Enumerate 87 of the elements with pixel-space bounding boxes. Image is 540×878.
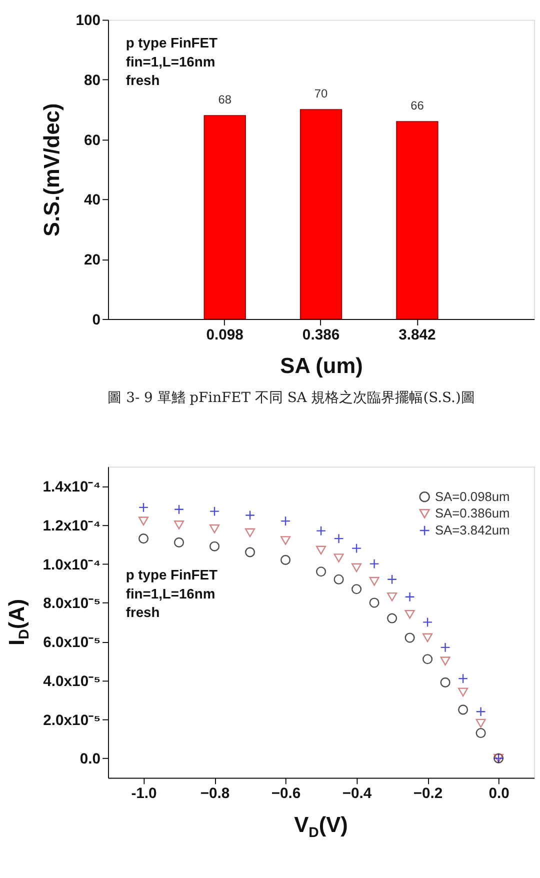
annotation: fresh — [126, 72, 160, 88]
point — [174, 537, 184, 548]
point — [280, 554, 291, 565]
legend-label: SA=0.098um — [434, 488, 510, 504]
x-tick-label: -1.0 — [131, 786, 157, 802]
point — [138, 502, 149, 512]
y-tick-label: 20 — [84, 252, 101, 269]
y-tick-label: 1.0x10⁻⁴ — [42, 557, 101, 574]
x-tick-label: −0.4 — [342, 786, 372, 802]
y-tick-label: 2.0x10⁻⁵ — [43, 712, 101, 729]
point — [352, 543, 362, 554]
point — [244, 510, 256, 520]
point — [138, 534, 149, 544]
y-tick-label: 0.0 — [80, 752, 101, 768]
data-label: 66 — [410, 98, 424, 113]
annotation: fresh — [126, 604, 160, 620]
point — [440, 642, 450, 652]
x-axis-title: SA (um) — [280, 352, 363, 378]
bar — [204, 115, 246, 320]
annotation: fin=1,L=16nm — [126, 585, 216, 602]
y-tick-label: 100 — [76, 13, 101, 30]
point — [138, 516, 149, 526]
point — [369, 558, 380, 569]
point — [174, 520, 184, 530]
annotation: p type FinFET — [126, 566, 218, 583]
annotation: p type FinFET — [126, 34, 218, 50]
point — [316, 566, 326, 577]
point — [280, 516, 291, 526]
legend-label: SA=3.842um — [434, 522, 510, 538]
x-tick-label: 0.386 — [302, 327, 340, 344]
point — [244, 547, 256, 558]
point — [440, 677, 450, 688]
point — [476, 728, 486, 738]
point — [209, 524, 220, 534]
point — [458, 704, 468, 715]
point — [440, 656, 450, 666]
point — [316, 526, 326, 536]
x-tick-label: 0.098 — [206, 327, 244, 344]
point — [476, 706, 486, 717]
point — [316, 546, 326, 555]
point — [334, 534, 344, 544]
point — [422, 633, 433, 642]
y-tick-label: 0 — [92, 312, 101, 328]
x-tick-label: −0.6 — [271, 786, 301, 802]
point — [387, 574, 398, 584]
point — [422, 617, 433, 628]
legend-label: SA=0.386um — [434, 506, 510, 521]
y-tick-label: 8.0x10⁻⁵ — [43, 596, 101, 612]
y-tick-label: 1.2x10⁻⁴ — [42, 518, 101, 534]
point — [476, 718, 486, 728]
y-axis-title: S.S.(mV/dec) — [38, 103, 64, 236]
point — [387, 592, 398, 602]
data-label: 70 — [314, 86, 328, 101]
point — [244, 528, 256, 538]
data-label: 68 — [218, 92, 232, 107]
point — [387, 613, 398, 624]
point — [422, 654, 433, 664]
point — [209, 506, 220, 516]
x-tick-label: −0.2 — [413, 786, 443, 802]
point — [369, 598, 380, 608]
y-tick-label: 4.0x10⁻⁵ — [43, 674, 101, 690]
point — [458, 674, 468, 684]
point — [369, 576, 380, 586]
bar — [300, 109, 342, 320]
point — [352, 584, 362, 594]
y-tick-label: 80 — [84, 73, 101, 90]
caption: 圖 3- 9 單鰭 pFinFET 不同 SA 規格之次臨界擺幅(S.S.)圖 — [108, 390, 475, 406]
point — [458, 688, 468, 697]
y-tick-label: 6.0x10⁻⁵ — [43, 635, 101, 652]
bar — [396, 121, 438, 320]
point — [352, 563, 362, 572]
y-axis-title: ID(A) — [4, 598, 32, 646]
point — [404, 592, 415, 602]
x-tick-label: −0.8 — [200, 786, 230, 802]
point — [209, 541, 220, 552]
y-tick-label: 60 — [84, 132, 101, 149]
point — [404, 610, 415, 619]
x-tick-label: 3.842 — [398, 327, 436, 344]
x-tick-label: 0.0 — [488, 786, 510, 802]
point — [174, 504, 184, 514]
y-tick-label: 1.4x10⁻⁴ — [42, 480, 101, 496]
point — [280, 536, 291, 545]
point — [334, 574, 344, 584]
point — [404, 632, 415, 643]
point — [334, 554, 344, 562]
annotation: fin=1,L=16nm — [126, 53, 216, 70]
y-tick-label: 40 — [84, 192, 101, 209]
